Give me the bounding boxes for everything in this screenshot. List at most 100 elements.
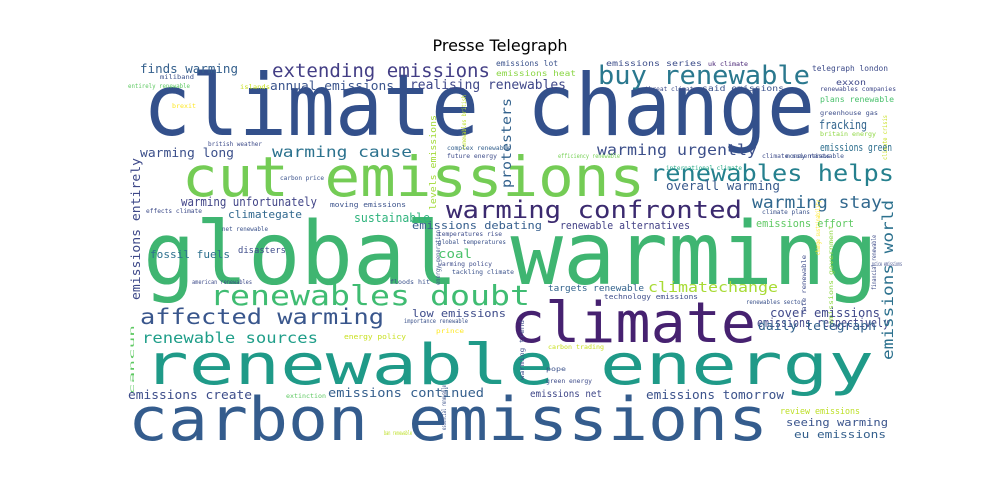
cloud-word: review emissions [780, 407, 860, 417]
cloud-word: renewables doubt [210, 279, 530, 312]
cloud-word: prince [436, 328, 464, 335]
cloud-word: price emissions [872, 261, 902, 268]
cloud-word: renewables helps [650, 161, 894, 187]
cloud-word: climate scientists [762, 153, 830, 160]
cloud-word: efficiency renewable [558, 153, 620, 160]
cloud-word: carbon trading [548, 344, 604, 351]
cloud-word: renewable energy [143, 333, 874, 398]
cloud-word: warming urgently [597, 141, 757, 159]
cloud-word: miliband [160, 74, 194, 81]
cloud-word: renewable sources [142, 329, 318, 347]
cloud-word: carbon price [280, 175, 324, 182]
cloud-word: britain energy [820, 131, 876, 138]
cloud-word: extending emissions [272, 60, 490, 82]
cloud-word: emissions respectively [757, 316, 889, 330]
cloud-word: annual emissions [270, 79, 394, 93]
cloud-word: climate crisis [882, 115, 889, 160]
cloud-word: emissions government [828, 224, 835, 325]
cloud-word: climate plans [762, 209, 810, 216]
cloud-word: warming unfortunately [181, 195, 317, 209]
cloud-word: renewable alternatives [560, 219, 690, 232]
cloud-word: floods hit [390, 279, 430, 286]
cloud-word: emissions world [879, 200, 897, 360]
cloud-word: cut emissions [182, 145, 645, 209]
cloud-word: british weather [208, 141, 262, 148]
cloud-word: fossil fuels [150, 248, 230, 261]
cloud-word: emissions net [530, 389, 602, 400]
cloud-word: renewables companies [820, 86, 896, 93]
cloud-word: future energy [447, 153, 497, 160]
cloud-word: emissions series [606, 59, 702, 68]
cloud-word: overall warming [666, 179, 780, 193]
cloud-word: seeing warming [786, 416, 888, 429]
cloud-word: targets renewable [548, 284, 644, 294]
cloud-word: pope [546, 366, 567, 373]
cloud-word: islands [240, 84, 270, 91]
cloud-word: warming policy [438, 261, 492, 268]
cloud-word: emissions effort [756, 217, 854, 230]
cloud-word: eu emissions [794, 428, 886, 441]
cloud-word: finds warming [140, 62, 238, 76]
cloud-word: realising renewables [410, 78, 566, 93]
cloud-word: global warming [143, 203, 878, 305]
cloud-word: warming cause [272, 143, 412, 161]
cloud-word: plans renewable [820, 95, 894, 104]
cloud-word: cancun [129, 324, 136, 395]
cloud-word: uk climate [708, 61, 748, 68]
cloud-word: fracking [819, 118, 867, 132]
cloud-word: disasters [238, 246, 286, 256]
cloud-word: complex renewable [447, 145, 511, 152]
cloud-word: climate change [143, 56, 815, 156]
cloud-word: affected warming [140, 305, 384, 329]
cloud-word: effects climate [146, 208, 202, 215]
cloud-word: climategate [228, 208, 302, 221]
cloud-word: climate [510, 291, 756, 356]
cloud-word: extinction [286, 393, 326, 400]
cloud-word: renewables sector [746, 299, 804, 306]
cloud-word: brexit [172, 103, 196, 110]
cloud-word: warming long [140, 146, 234, 160]
cloud-word: emissions heat [496, 69, 576, 78]
cloud-word: warming trend [519, 320, 526, 380]
cloud-word: exxon [836, 78, 866, 87]
cloud-word: energy generation [435, 230, 442, 285]
cloud-word: ban renewable [384, 430, 412, 437]
cloud-word: daily telegraph [758, 319, 876, 333]
page-title: Presse Telegraph [432, 36, 568, 55]
cloud-word: importance renewable [404, 318, 468, 325]
cloud-word: emissions lot [496, 59, 558, 68]
cloud-word: low emissions [412, 307, 506, 320]
cloud-word: international climate [666, 165, 742, 172]
cloud-word: energy policy [344, 333, 406, 341]
cloud-word: said emissions [702, 84, 784, 93]
cloud-word: telegraph london [812, 64, 888, 73]
cloud-word: climatechange [648, 280, 778, 296]
cloud-word: essential renewable [441, 385, 448, 430]
cloud-word: american renewables [192, 279, 252, 286]
cloud-word: greenhouse gas [820, 110, 878, 117]
cloud-word: emissions debating [412, 219, 542, 232]
cloud-word: money renewable [786, 153, 844, 160]
cloud-word: emissions continued [328, 386, 484, 400]
cloud-word: cover emissions [770, 306, 880, 320]
cloud-word: protesters [500, 98, 515, 188]
cloud-word: warming stay [752, 193, 882, 213]
cloud-word: entirely renewable [128, 83, 190, 90]
cloud-word: financial renewable [871, 235, 878, 290]
cloud-word: coal [438, 247, 472, 261]
cloud-word: moving emissions [330, 201, 406, 209]
cloud-word: technology emissions [604, 293, 698, 301]
cloud-word: rate renewable [801, 255, 808, 315]
cloud-word: warming confronted [446, 196, 742, 224]
cloud-word: net renewable [222, 226, 268, 233]
cloud-word: sustainable [354, 211, 430, 225]
cloud-word: emissions green [820, 141, 892, 154]
cloud-word: tackling climate [452, 269, 514, 276]
cloud-word: emissions entirely [129, 158, 143, 300]
cloud-word: renewables british [461, 95, 468, 150]
cloud-word: global temperatures [438, 239, 506, 246]
cloud-word: change sustainability [815, 200, 822, 255]
cloud-word: temperatures rise [438, 231, 502, 238]
cloud-word: levels emissions [429, 115, 439, 210]
